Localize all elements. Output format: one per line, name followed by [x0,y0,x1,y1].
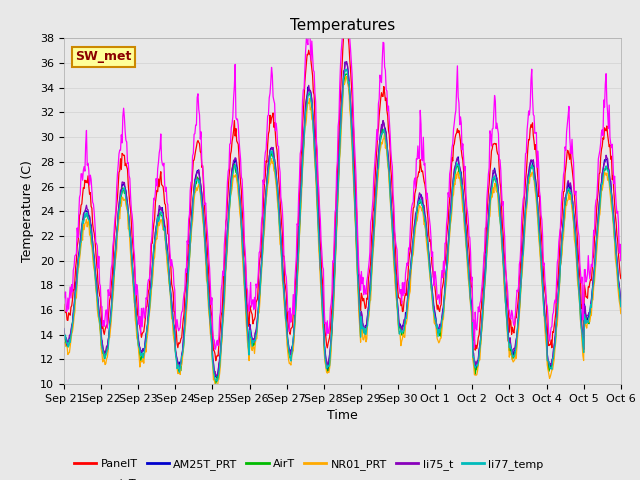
Line: PanelT: PanelT [64,25,621,360]
li77_temp [214,378,221,384]
AirT [617,303,625,309]
AirT [70,304,78,310]
AirT [344,71,351,77]
li75_t [127,248,135,253]
AM25T_PRT [412,216,419,221]
PanelT [412,188,419,193]
AM25T_PRT [70,307,78,313]
Y-axis label: Temperature (C): Temperature (C) [22,160,35,262]
PanelT [342,22,349,28]
li75_t [617,299,625,305]
AirT [127,250,135,256]
sonicT [60,289,68,295]
AM25T_PRT [617,299,625,304]
li77_temp [60,331,68,337]
li77_temp [343,66,351,72]
AirT [214,375,222,381]
PanelT [428,261,436,266]
Line: li75_t: li75_t [64,61,621,376]
li75_t [212,373,220,379]
NR01_PRT [127,264,135,269]
Line: AM25T_PRT: AM25T_PRT [64,62,621,378]
sonicT [127,207,135,213]
AirT [412,220,419,226]
AM25T_PRT [184,269,192,275]
AM25T_PRT [214,369,222,375]
Line: li77_temp: li77_temp [64,69,621,381]
li77_temp [70,306,78,312]
NR01_PRT [214,387,221,393]
Line: NR01_PRT: NR01_PRT [64,76,621,390]
li77_temp [412,221,419,227]
li77_temp [428,288,436,294]
li75_t [184,271,192,277]
li77_temp [127,251,135,257]
sonicT [211,347,219,352]
li77_temp [184,276,192,282]
AM25T_PRT [60,325,68,331]
Text: SW_met: SW_met [75,50,131,63]
Line: sonicT: sonicT [64,0,621,349]
NR01_PRT [70,314,78,320]
sonicT [70,264,78,269]
PanelT [70,287,78,293]
AirT [212,381,220,386]
Line: AirT: AirT [64,74,621,384]
AirT [60,329,68,335]
PanelT [127,220,135,226]
NR01_PRT [412,225,419,230]
NR01_PRT [428,292,436,298]
AirT [428,290,436,296]
PanelT [184,252,192,257]
NR01_PRT [214,377,222,383]
PanelT [212,358,220,363]
sonicT [428,253,436,259]
li75_t [214,369,222,374]
AM25T_PRT [212,375,220,381]
NR01_PRT [60,339,68,345]
AM25T_PRT [428,284,436,289]
AM25T_PRT [341,59,349,65]
sonicT [214,343,222,348]
li75_t [428,284,436,289]
li75_t [70,302,78,308]
Title: Temperatures: Temperatures [290,18,395,33]
sonicT [617,258,625,264]
li77_temp [214,375,222,381]
PanelT [60,301,68,307]
li75_t [343,59,351,64]
PanelT [214,353,222,359]
Legend: sonicT: sonicT [70,475,141,480]
X-axis label: Time: Time [327,409,358,422]
NR01_PRT [342,73,349,79]
sonicT [184,241,192,247]
AirT [184,279,192,285]
NR01_PRT [617,311,625,316]
AM25T_PRT [127,249,135,254]
li75_t [412,210,419,216]
li77_temp [617,304,625,310]
sonicT [412,185,419,191]
NR01_PRT [184,283,192,289]
li75_t [60,329,68,335]
PanelT [617,276,625,281]
